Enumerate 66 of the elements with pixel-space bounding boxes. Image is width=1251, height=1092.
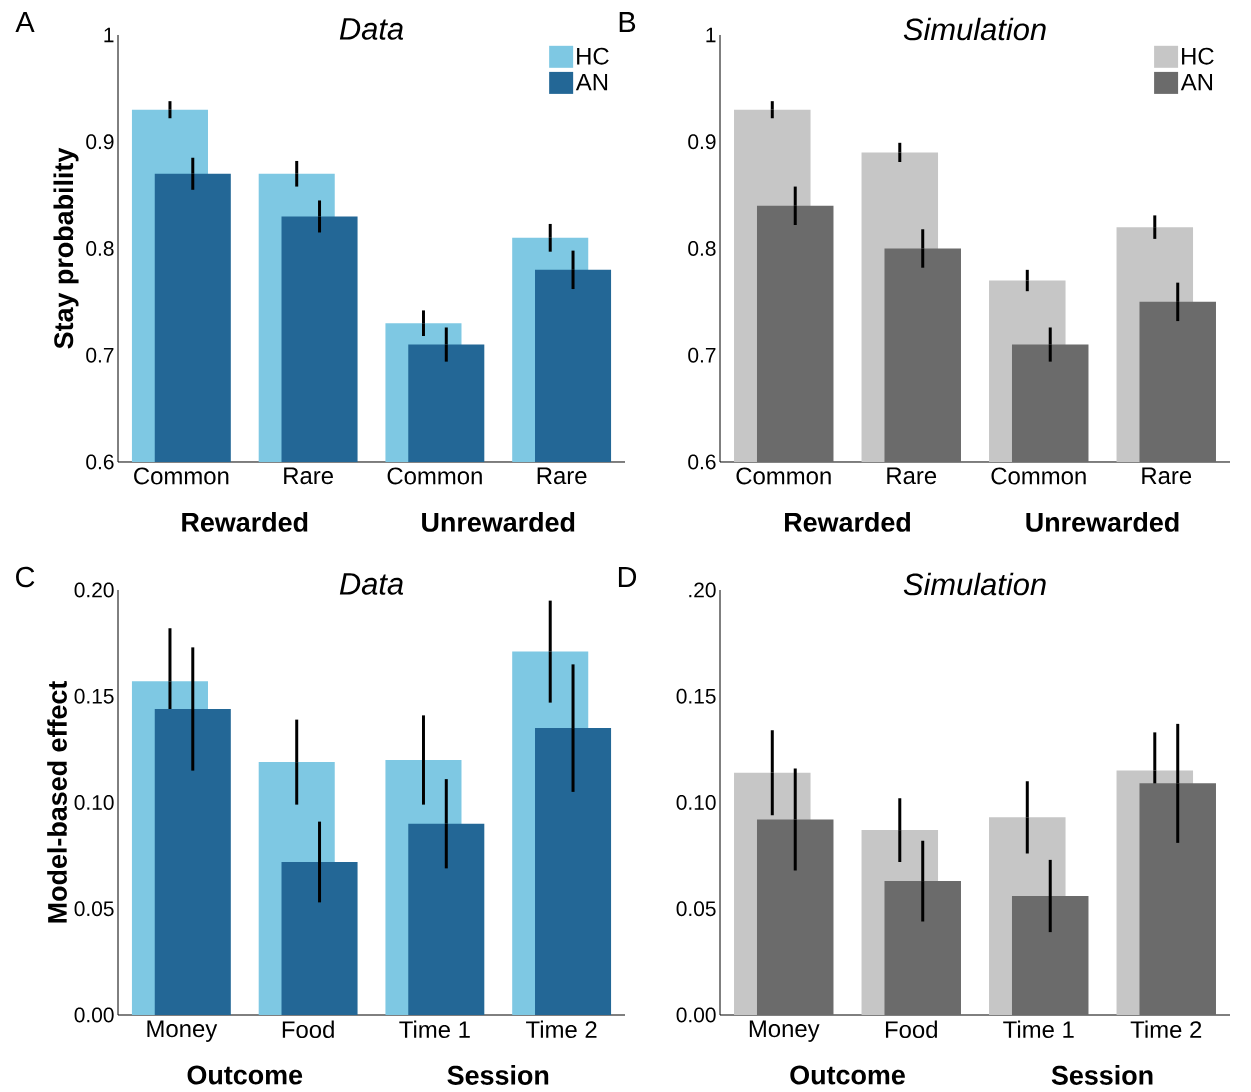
x-tick-label: Rare: [1142, 467, 1192, 485]
y-tick-label: 0.15: [74, 688, 114, 704]
x-tick-label: Common: [134, 467, 229, 485]
y-tick-label: 0.05: [676, 901, 716, 917]
bar: [1011, 896, 1089, 1015]
y-tick-label: 0.7: [86, 347, 114, 363]
text: D: [618, 567, 637, 587]
y-tick-label: 0.15: [676, 688, 716, 704]
y-tick-label: 0.20: [74, 582, 114, 598]
text: Unrewarded: [422, 512, 575, 532]
bar: [884, 881, 961, 1015]
y-tick-label: 0.6: [86, 454, 114, 470]
y-tick-label: 0.10: [74, 795, 114, 810]
y-tick-label: .20: [689, 582, 716, 598]
y-tick-label: 0.10: [676, 795, 716, 810]
x-tick-label: Time 2: [526, 1020, 597, 1039]
x-tick-label: Food: [282, 1020, 334, 1039]
y-tick-label: 0.8: [86, 241, 114, 256]
x-tick-label: Money: [147, 1020, 218, 1042]
y-tick-label: 0.00: [676, 1007, 716, 1023]
y-tick-label: 0.7: [688, 347, 716, 363]
legend-label: HC: [577, 47, 609, 65]
text: B: [619, 12, 636, 32]
bar: [756, 819, 834, 1015]
y-tick-label: 0.00: [74, 1007, 114, 1023]
x-tick-label: Rare: [887, 467, 937, 485]
legend-label: HC: [1182, 47, 1214, 65]
bar: [408, 823, 485, 1015]
text: Session: [447, 1065, 549, 1085]
x-tick-label: Rare: [537, 467, 587, 485]
bar: [154, 709, 231, 1015]
y-tick-label: 1: [104, 27, 114, 43]
text: Rewarded: [785, 512, 910, 532]
chart-title: Data: [339, 573, 404, 595]
text: Outcome: [790, 1065, 905, 1085]
bar: [535, 728, 612, 1015]
x-tick-label: Rare: [284, 467, 333, 485]
x-tick-label: Time 1: [1003, 1020, 1074, 1039]
text: C: [16, 566, 35, 588]
legend-label: AN: [1180, 73, 1213, 91]
bar: [1139, 783, 1216, 1015]
chart-title: Simulation: [903, 572, 1046, 596]
y-axis-title: Stay probability: [53, 147, 79, 349]
x-tick-label: Common: [736, 467, 831, 485]
text: Unrewarded: [1026, 512, 1179, 532]
x-tick-label: Common: [991, 467, 1086, 485]
bar: [281, 862, 358, 1015]
x-tick-label: Food: [885, 1020, 937, 1039]
text: Session: [1051, 1065, 1153, 1085]
x-tick-label: Money: [749, 1020, 820, 1042]
y-tick-label: 0.8: [688, 241, 716, 256]
y-axis-title: Model-based effect: [47, 681, 67, 923]
x-tick-label: Time 1: [399, 1020, 470, 1039]
y-tick-label: 0.9: [86, 134, 114, 150]
y-tick-label: 0.05: [74, 901, 114, 917]
y-tick-label: 0.9: [688, 134, 716, 150]
chart-title: Data: [339, 18, 404, 40]
text: Outcome: [187, 1065, 303, 1085]
text: A: [15, 12, 35, 32]
chart-title: Simulation: [903, 17, 1046, 41]
x-tick-label: Common: [387, 467, 482, 485]
y-tick-label: 1: [706, 27, 716, 43]
y-tick-label: 0.6: [688, 454, 716, 470]
legend-label: AN: [575, 73, 608, 91]
x-tick-label: Time 2: [1130, 1020, 1202, 1039]
text: Rewarded: [182, 512, 308, 532]
